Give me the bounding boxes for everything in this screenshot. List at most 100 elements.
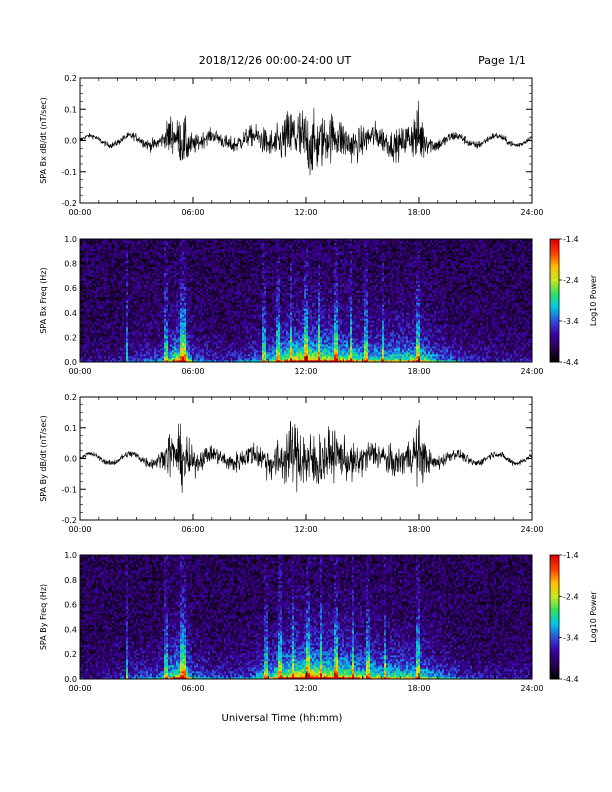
spectrogram-cell	[158, 250, 161, 254]
spectrogram-cell	[194, 340, 197, 343]
spectrogram-cell	[170, 336, 173, 339]
spectrogram-cell	[104, 250, 107, 254]
spectrogram-cell	[194, 266, 197, 270]
spectrogram-cell	[112, 282, 115, 285]
spectrogram-cell	[192, 248, 195, 252]
spectrogram-cell	[194, 246, 197, 250]
spectrogram-cell	[182, 310, 185, 313]
spectrogram-cell	[184, 276, 187, 279]
spectrogram-cell	[106, 260, 109, 264]
spectrogram-cell	[162, 306, 165, 309]
spectrogram-cell	[232, 256, 235, 260]
spectrogram-cell	[144, 272, 147, 276]
spectrogram-cell	[146, 304, 149, 307]
spectrogram-cell	[176, 280, 179, 283]
spectrogram-cell	[156, 272, 159, 276]
spectrogram-cell	[92, 312, 95, 315]
spectrogram-cell	[234, 312, 237, 315]
spectrogram-cell	[228, 310, 231, 313]
spectrogram-cell	[192, 292, 195, 295]
spectrogram-cell	[180, 300, 183, 303]
spectrogram-cell	[176, 316, 179, 319]
spectrogram-cell	[200, 356, 203, 359]
spectrogram-cell	[94, 278, 97, 281]
spectrogram-cell	[92, 354, 95, 357]
spectrogram-cell	[102, 310, 105, 313]
spectrogram-cell	[144, 296, 147, 299]
spectrogram-cell	[118, 352, 121, 355]
spectrogram-cell	[88, 314, 91, 317]
spectrogram-cell	[208, 350, 211, 353]
spectrogram-cell	[134, 244, 137, 248]
spectrogram-cell	[138, 290, 141, 293]
spectrogram-cell	[236, 300, 239, 303]
spectrogram-cell	[234, 268, 237, 272]
spectrogram-cell	[164, 292, 167, 295]
spectrogram-cell	[210, 298, 213, 301]
spectrogram-cell	[102, 248, 105, 252]
spectrogram-cell	[200, 304, 203, 307]
spectrogram-cell	[102, 256, 105, 260]
spectrogram-cell	[216, 252, 219, 256]
spectrogram-cell	[232, 250, 235, 254]
spectrogram-cell	[188, 239, 191, 242]
spectrogram-cell	[134, 242, 137, 246]
spectrogram-cell	[190, 290, 193, 293]
spectrogram-cell	[134, 274, 137, 277]
spectrogram-cell	[220, 296, 223, 299]
spectrogram-cell	[80, 326, 83, 329]
spectrogram-cell	[180, 326, 183, 329]
spectrogram-cell	[96, 272, 99, 276]
spectrogram-cell	[160, 242, 163, 246]
spectrogram-cell	[176, 266, 179, 270]
spectrogram-cell	[94, 294, 97, 297]
spectrogram-cell	[232, 240, 235, 244]
spectrogram-cell	[114, 348, 117, 351]
spectrogram-cell	[174, 256, 177, 260]
spectrogram-cell	[142, 288, 145, 291]
spectrogram-cell	[162, 360, 165, 363]
spectrogram-cell	[234, 270, 237, 274]
spectrogram-cell	[82, 334, 85, 337]
spectrogram-cell	[92, 292, 95, 295]
spectrogram-cell	[126, 244, 129, 248]
spectrogram-cell	[178, 280, 181, 283]
spectrogram-cell	[224, 306, 227, 309]
spectrogram-cell	[212, 350, 215, 353]
spectrogram-cell	[84, 258, 87, 262]
spectrogram-cell	[184, 292, 187, 295]
spectrogram-cell	[224, 254, 227, 258]
spectrogram-cell	[144, 354, 147, 357]
spectrogram-cell	[96, 304, 99, 307]
spectrogram-cell	[94, 242, 97, 246]
spectrogram-cell	[230, 282, 233, 285]
spectrogram-cell	[134, 248, 137, 252]
spectrogram-cell	[82, 250, 85, 254]
spectrogram-cell	[148, 250, 151, 254]
spectrogram-cell	[180, 248, 183, 252]
spectrogram-cell	[216, 246, 219, 250]
spectrogram-cell	[182, 332, 185, 335]
spectrogram-cell	[138, 240, 141, 244]
spectrogram-cell	[210, 302, 213, 305]
spectrogram-cell	[198, 336, 201, 339]
spectrogram-cell	[110, 280, 113, 283]
spectrogram-cell	[118, 310, 121, 313]
spectrogram-cell	[118, 256, 121, 260]
spectrogram-cell	[136, 272, 139, 276]
spectrogram-cell	[128, 266, 131, 270]
spectrogram-cell	[144, 304, 147, 307]
spectrogram-cell	[196, 282, 199, 285]
spectrogram-cell	[156, 356, 159, 359]
spectrogram-cell	[114, 328, 117, 331]
spectrogram-cell	[162, 282, 165, 285]
spectrogram-cell	[158, 280, 161, 283]
spectrogram-cell	[152, 266, 155, 270]
spectrogram-cell	[186, 254, 189, 258]
spectrogram-cell	[220, 270, 223, 274]
spectrogram-cell	[136, 296, 139, 299]
spectrogram-cell	[180, 318, 183, 321]
spectrogram-cell	[158, 246, 161, 250]
spectrogram-cell	[232, 310, 235, 313]
spectrogram-cell	[122, 316, 125, 319]
